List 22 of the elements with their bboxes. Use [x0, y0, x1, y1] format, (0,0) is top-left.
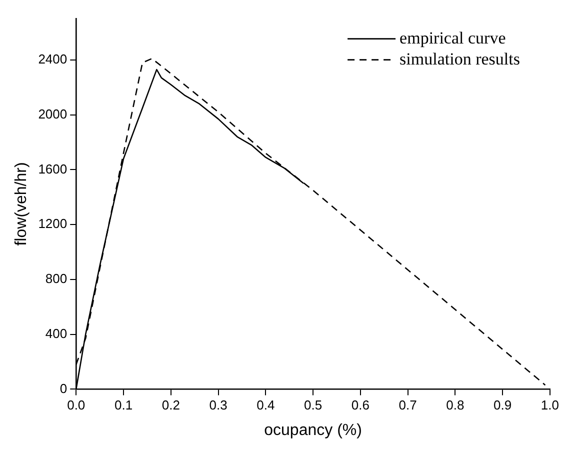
y-tick-label: 1200 [38, 216, 68, 232]
y-axis-title: flow(veh/hr) [13, 162, 30, 246]
y-tick-label: 1600 [38, 161, 68, 176]
y-tick-label: 2000 [38, 106, 68, 122]
x-tick-label: 0.5 [304, 398, 322, 413]
legend-label: empirical curve [400, 28, 506, 48]
x-tick-label: 0.1 [114, 398, 133, 413]
y-tick-label: 400 [45, 326, 68, 341]
x-axis-title: ocupancy (%) [264, 422, 362, 439]
x-tick-label: 0.6 [351, 398, 370, 413]
x-tick-label: 0.3 [209, 398, 228, 413]
y-tick-label: 800 [45, 271, 68, 286]
x-tick-label: 0.2 [162, 398, 180, 413]
x-tick-label: 0.9 [494, 398, 512, 413]
y-tick-label: 0 [60, 380, 68, 396]
x-tick-label: 0.7 [398, 398, 417, 413]
x-tick-label: 0.0 [67, 398, 86, 413]
x-tick-label: 0.8 [446, 398, 464, 413]
x-tick-label: 0.4 [256, 398, 275, 413]
x-tick-label: 1.0 [540, 398, 560, 413]
y-tick-label: 2400 [38, 52, 68, 67]
legend-label: simulation results [400, 49, 520, 68]
